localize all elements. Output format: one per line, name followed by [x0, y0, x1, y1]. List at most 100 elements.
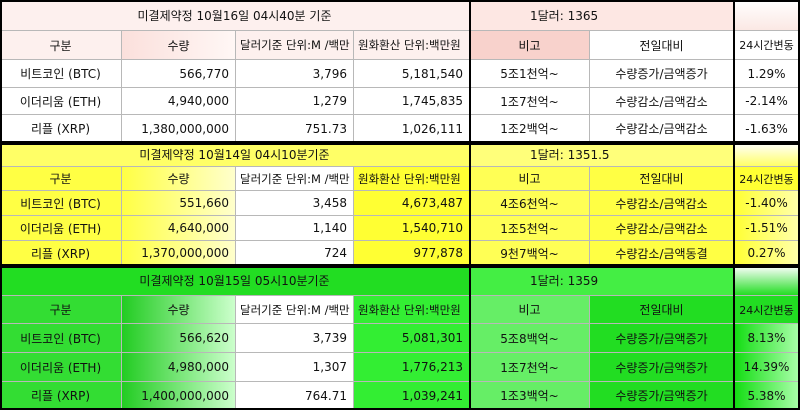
change-24h[interactable]: -1.40%	[734, 191, 800, 216]
header-category[interactable]: 구분	[0, 167, 122, 191]
header-krw[interactable]: 원화환산 단위:백만원	[354, 296, 470, 324]
coin-name[interactable]: 비트코인 (BTC)	[0, 191, 122, 216]
block-oct16: 미결제약정 10월16일 04시40분 기준 1달러: 1365 구분 수량 달…	[0, 0, 800, 143]
table-row: 리플 (XRP) 1,370,000,000 724 977,878 9천7백억…	[0, 241, 800, 266]
table-row: 이더리움 (ETH) 4,980,000 1,307 1,776,213 1조7…	[0, 353, 800, 382]
header-daily-change[interactable]: 전일대비	[590, 31, 734, 60]
quantity[interactable]: 4,980,000	[122, 353, 236, 382]
block-title[interactable]: 미결제약정 10월16일 04시40분 기준	[0, 0, 470, 31]
header-note[interactable]: 비고	[470, 167, 590, 191]
coin-name[interactable]: 리플 (XRP)	[0, 382, 122, 410]
usd-value[interactable]: 764.71	[236, 382, 354, 410]
header-24h-change[interactable]: 24시간변동	[734, 296, 800, 324]
usd-value[interactable]: 3,458	[236, 191, 354, 216]
daily-change[interactable]: 수량증가/금액증가	[590, 382, 734, 410]
krw-value[interactable]: 1,026,111	[354, 115, 470, 143]
note[interactable]: 1조5천억~	[470, 216, 590, 241]
header-category[interactable]: 구분	[0, 296, 122, 324]
note[interactable]: 5조8백억~	[470, 324, 590, 353]
usd-value[interactable]: 751.73	[236, 115, 354, 143]
title-blank-cell[interactable]	[734, 0, 800, 31]
change-24h[interactable]: 0.27%	[734, 241, 800, 266]
quantity[interactable]: 566,770	[122, 60, 236, 88]
title-blank-cell[interactable]	[734, 143, 800, 167]
coin-name[interactable]: 이더리움 (ETH)	[0, 88, 122, 115]
krw-value[interactable]: 1,776,213	[354, 353, 470, 382]
header-category[interactable]: 구분	[0, 31, 122, 60]
daily-change[interactable]: 수량감소/금액감소	[590, 115, 734, 143]
change-24h[interactable]: -2.14%	[734, 88, 800, 115]
header-24h-change[interactable]: 24시간변동	[734, 31, 800, 60]
quantity[interactable]: 1,400,000,000	[122, 382, 236, 410]
header-daily-change[interactable]: 전일대비	[590, 296, 734, 324]
change-24h[interactable]: -1.63%	[734, 115, 800, 143]
quantity[interactable]: 4,640,000	[122, 216, 236, 241]
daily-change[interactable]: 수량감소/금액감소	[590, 88, 734, 115]
krw-value[interactable]: 5,181,540	[354, 60, 470, 88]
table-row: 비트코인 (BTC) 566,620 3,739 5,081,301 5조8백억…	[0, 324, 800, 353]
quantity[interactable]: 566,620	[122, 324, 236, 353]
header-note[interactable]: 비고	[470, 296, 590, 324]
change-24h[interactable]: -1.51%	[734, 216, 800, 241]
table-row: 비트코인 (BTC) 551,660 3,458 4,673,487 4조6천억…	[0, 191, 800, 216]
usd-value[interactable]: 1,307	[236, 353, 354, 382]
coin-name[interactable]: 이더리움 (ETH)	[0, 353, 122, 382]
table-row: 이더리움 (ETH) 4,640,000 1,140 1,540,710 1조5…	[0, 216, 800, 241]
quantity[interactable]: 4,940,000	[122, 88, 236, 115]
header-krw[interactable]: 원화환산 단위:백만원	[354, 31, 470, 60]
krw-value[interactable]: 1,540,710	[354, 216, 470, 241]
quantity[interactable]: 1,380,000,000	[122, 115, 236, 143]
block-title[interactable]: 미결제약정 10월15일 05시10분기준	[0, 266, 470, 296]
header-krw[interactable]: 원화환산 단위:백만원	[354, 167, 470, 191]
block-title[interactable]: 미결제약정 10월14일 04시10분기준	[0, 143, 470, 167]
daily-change[interactable]: 수량감소/금액감소	[590, 191, 734, 216]
note[interactable]: 4조6천억~	[470, 191, 590, 216]
header-usd[interactable]: 달러기준 단위:M /백만	[236, 167, 354, 191]
usd-value[interactable]: 3,796	[236, 60, 354, 88]
krw-value[interactable]: 5,081,301	[354, 324, 470, 353]
header-quantity[interactable]: 수량	[122, 296, 236, 324]
krw-value[interactable]: 1,745,835	[354, 88, 470, 115]
coin-name[interactable]: 이더리움 (ETH)	[0, 216, 122, 241]
exchange-rate[interactable]: 1달러: 1351.5	[470, 143, 734, 167]
krw-value[interactable]: 1,039,241	[354, 382, 470, 410]
change-24h[interactable]: 5.38%	[734, 382, 800, 410]
change-24h[interactable]: 1.29%	[734, 60, 800, 88]
coin-name[interactable]: 리플 (XRP)	[0, 115, 122, 143]
note[interactable]: 1조7천억~	[470, 353, 590, 382]
daily-change[interactable]: 수량증가/금액증가	[590, 324, 734, 353]
coin-name[interactable]: 비트코인 (BTC)	[0, 324, 122, 353]
change-24h[interactable]: 8.13%	[734, 324, 800, 353]
change-24h[interactable]: 14.39%	[734, 353, 800, 382]
header-quantity[interactable]: 수량	[122, 167, 236, 191]
exchange-rate[interactable]: 1달러: 1365	[470, 0, 734, 31]
coin-name[interactable]: 비트코인 (BTC)	[0, 60, 122, 88]
header-quantity[interactable]: 수량	[122, 31, 236, 60]
header-usd[interactable]: 달러기준 단위:M /백만	[236, 31, 354, 60]
daily-change[interactable]: 수량증가/금액증가	[590, 60, 734, 88]
note[interactable]: 1조7천억~	[470, 88, 590, 115]
quantity[interactable]: 1,370,000,000	[122, 241, 236, 266]
note[interactable]: 5조1천억~	[470, 60, 590, 88]
daily-change[interactable]: 수량감소/금액감소	[590, 216, 734, 241]
krw-value[interactable]: 4,673,487	[354, 191, 470, 216]
daily-change[interactable]: 수량증가/금액증가	[590, 353, 734, 382]
note[interactable]: 1조2백억~	[470, 115, 590, 143]
krw-value[interactable]: 977,878	[354, 241, 470, 266]
header-note[interactable]: 비고	[470, 31, 590, 60]
quantity[interactable]: 551,660	[122, 191, 236, 216]
usd-value[interactable]: 3,739	[236, 324, 354, 353]
note[interactable]: 9천7백억~	[470, 241, 590, 266]
note[interactable]: 1조3백억~	[470, 382, 590, 410]
usd-value[interactable]: 1,279	[236, 88, 354, 115]
header-daily-change[interactable]: 전일대비	[590, 167, 734, 191]
daily-change[interactable]: 수량감소/금액동결	[590, 241, 734, 266]
header-usd[interactable]: 달러기준 단위:M /백만	[236, 296, 354, 324]
title-blank-cell[interactable]	[734, 266, 800, 296]
usd-value[interactable]: 1,140	[236, 216, 354, 241]
header-24h-change[interactable]: 24시간변동	[734, 167, 800, 191]
coin-name[interactable]: 리플 (XRP)	[0, 241, 122, 266]
exchange-rate[interactable]: 1달러: 1359	[470, 266, 734, 296]
usd-value[interactable]: 724	[236, 241, 354, 266]
